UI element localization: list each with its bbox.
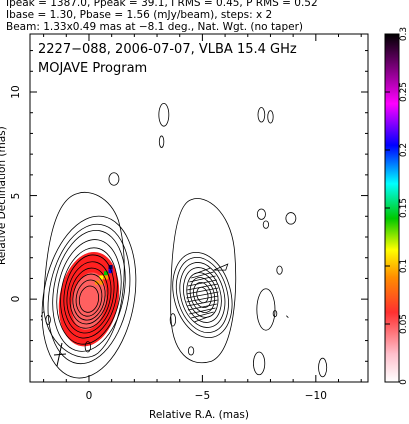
x-axis-ticks	[43, 34, 362, 382]
core-outer-contour	[43, 192, 125, 358]
noise-contour	[158, 102, 170, 127]
core-contour	[56, 239, 122, 345]
y-axis-ticks	[30, 50, 368, 362]
plot-title-program: MOJAVE Program	[38, 61, 148, 76]
negative-contour	[40, 311, 44, 322]
core-contour	[52, 229, 126, 352]
x-tick-label: 0	[85, 390, 93, 402]
polarization-pixel	[108, 265, 113, 270]
noise-contour	[256, 208, 266, 220]
colorbar-tick-label: 0.2	[399, 142, 409, 158]
noise-contour	[158, 135, 165, 148]
colorbar-tick-label: 0	[399, 379, 409, 385]
polarization-pixel	[103, 275, 108, 280]
jet-contour	[175, 257, 229, 333]
colorbar-tick-label: 0.1	[399, 258, 409, 274]
noise-contour	[285, 212, 297, 225]
contour-map	[40, 102, 328, 379]
polarization-vector	[189, 307, 216, 315]
y-tick-label: 5	[10, 192, 22, 199]
polarization-vector	[186, 291, 219, 299]
core-contour	[78, 285, 100, 313]
core-contour	[47, 223, 131, 365]
noise-contour	[257, 107, 266, 123]
polarization-vector	[186, 295, 219, 303]
jet-knot-contour	[213, 263, 229, 271]
colorbar-tick-label: 0.3	[399, 26, 409, 42]
polarization-vector	[189, 275, 216, 283]
noise-contour	[256, 288, 276, 331]
noise-contour	[253, 351, 266, 376]
colorbar-tick-label: 0.25	[399, 81, 409, 103]
noise-contour	[318, 357, 328, 378]
polarization-vector	[187, 299, 218, 307]
polarization-pixel	[99, 275, 104, 280]
noise-contour	[262, 220, 270, 229]
polarization-vector	[187, 303, 217, 311]
polarization-pixel	[108, 269, 113, 274]
polarization-vector	[187, 283, 218, 291]
jet-outer-contour	[170, 198, 237, 364]
x-axis-label: Relative R.A. (mas)	[149, 409, 249, 421]
y-tick-label: 10	[10, 85, 22, 99]
x-tick-label: −5	[194, 390, 211, 402]
header-line-3: Beam: 1.33x0.49 mas at −8.1 deg., Nat. W…	[6, 21, 304, 33]
polarization-vector	[187, 279, 217, 287]
core-contour	[66, 261, 112, 329]
noise-contour	[272, 310, 278, 318]
noise-contour	[267, 110, 274, 124]
polarization-pixel	[99, 280, 104, 285]
noise-contour	[45, 314, 51, 325]
core-contour	[63, 254, 115, 334]
core-contour	[69, 267, 109, 325]
colorbar-ticks	[385, 33, 390, 383]
noise-contour	[169, 313, 177, 327]
beam-marker	[53, 342, 67, 367]
header-line-2: Ibase = 1.30, Pbase = 1.56 (mJy/beam), s…	[6, 9, 273, 21]
colorbar-tick-label: 0.15	[399, 197, 409, 219]
core-contour	[60, 247, 118, 339]
y-axis-label: Relative Declination (mas)	[0, 126, 8, 265]
header-line-1: Ipeak = 1387.0, Ppeak = 39.1, I RMS = 0.…	[6, 0, 318, 9]
core-contour	[72, 273, 106, 321]
noise-contour	[187, 346, 195, 356]
polarization-vector	[194, 315, 211, 323]
colorbar-tick-label: 0.05	[399, 313, 409, 335]
x-tick-label: −10	[304, 390, 327, 402]
polarization-vector	[194, 267, 211, 275]
jet-contour	[189, 277, 216, 313]
noise-contour	[276, 265, 283, 275]
polarization-vector	[191, 311, 214, 319]
plot-title-source: 2227−088, 2006-07-07, VLBA 15.4 GHz	[38, 42, 297, 57]
jet-contour	[172, 251, 233, 339]
noise-contour-fragment	[286, 315, 289, 318]
noise-contour	[84, 341, 91, 353]
jet-contour	[193, 281, 212, 309]
polarization-pixel	[103, 271, 108, 276]
jet-contour	[179, 262, 226, 328]
polarization-vector	[191, 271, 214, 279]
jet-contour	[183, 267, 222, 323]
core-contour	[75, 279, 103, 317]
polarization-vector	[186, 287, 219, 295]
y-tick-label: 0	[10, 295, 22, 303]
noise-contour	[108, 172, 120, 186]
